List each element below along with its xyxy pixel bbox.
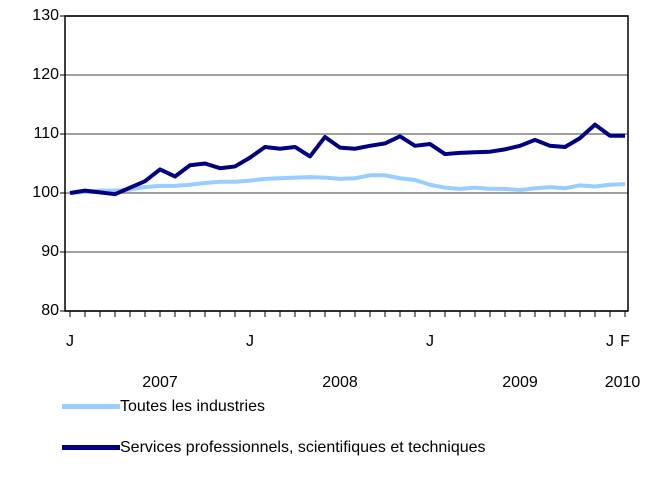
y-tick-label: 100	[32, 184, 59, 201]
legend: Toutes les industries Services profession…	[62, 396, 500, 478]
series-line	[69, 122, 625, 197]
x-tick-label: J	[66, 333, 74, 350]
legend-label: Toutes les industries	[120, 398, 265, 415]
legend-swatch	[62, 445, 120, 450]
series-line	[69, 173, 626, 195]
plot-border	[64, 15, 629, 312]
legend-entry: Services professionnels, scientifiques e…	[62, 437, 500, 458]
legend-entry: Toutes les industries	[62, 396, 500, 417]
year-label: 2010	[605, 374, 641, 391]
x-tick-label: J	[426, 333, 434, 350]
y-tick-label: 110	[33, 125, 59, 142]
legend-swatch	[62, 404, 120, 409]
y-tick-label: 80	[41, 302, 59, 319]
year-label: 2008	[322, 374, 358, 391]
x-tick-label: J	[606, 333, 614, 350]
year-label: 2009	[502, 374, 538, 391]
y-tick-label: 90	[41, 243, 59, 260]
legend-label: Services professionnels, scientifiques e…	[120, 439, 486, 456]
x-tick-label: J	[246, 333, 254, 350]
year-label: 2007	[142, 374, 178, 391]
y-tick-label: 130	[32, 7, 59, 24]
y-tick-label: 120	[32, 66, 59, 83]
x-tick-label: F	[620, 333, 630, 350]
